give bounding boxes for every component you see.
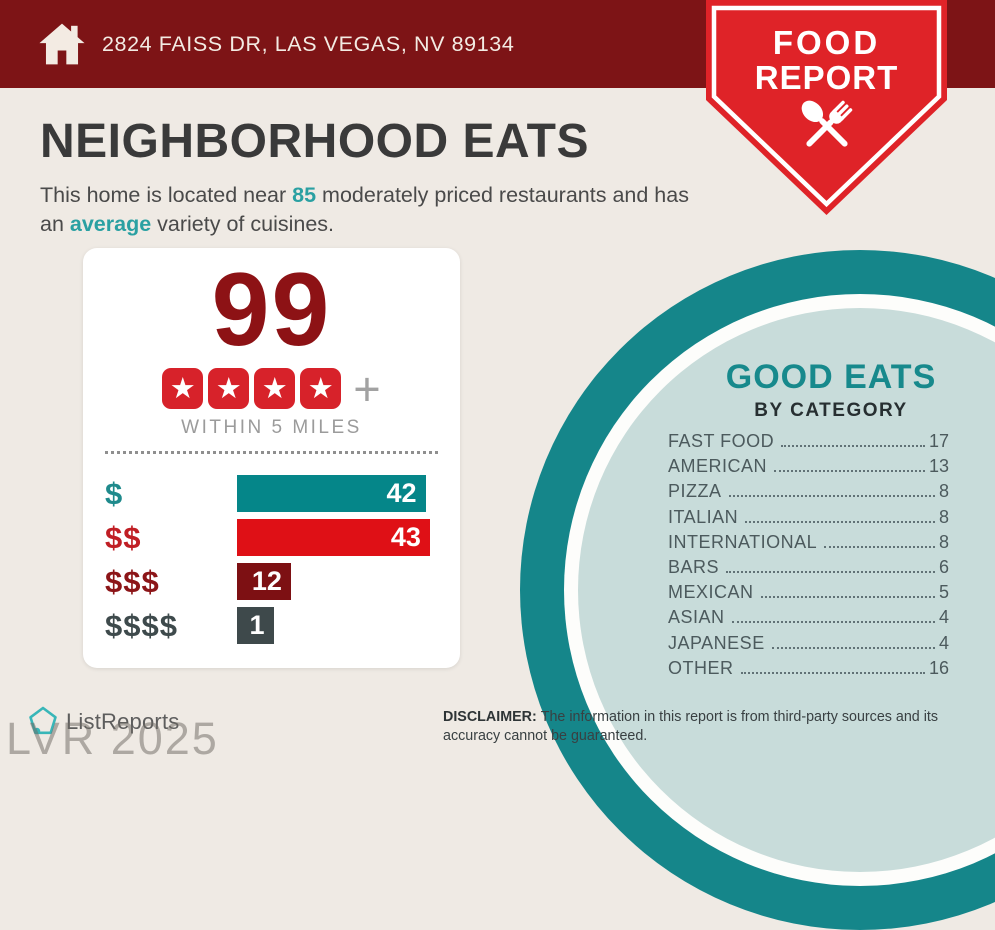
restaurant-count: 85 <box>292 183 317 207</box>
bar-value: 12 <box>251 566 282 596</box>
disclaimer: DISCLAIMER: The information in this repor… <box>443 708 965 747</box>
category-label: OTHER <box>668 657 734 678</box>
category-label: PIZZA <box>668 481 722 502</box>
spoon-fork-icon <box>801 100 852 147</box>
ribbon-title-line1: FOOD <box>772 24 881 61</box>
list-item: AMERICAN 13 <box>668 456 949 481</box>
good-eats-title: GOOD EATS <box>725 358 937 396</box>
category-value: 17 <box>928 431 949 451</box>
home-icon <box>39 23 85 65</box>
bar-track: 12 <box>237 563 438 600</box>
category-label: JAPANESE <box>668 632 765 653</box>
good-eats-subtitle: BY CATEGORY <box>754 400 908 421</box>
disclaimer-label: DISCLAIMER: <box>443 709 537 725</box>
list-item: PIZZA 8 <box>668 481 949 506</box>
dot-leader <box>774 470 925 473</box>
list-item: BARS 6 <box>668 557 949 582</box>
list-item: FAST FOOD 17 <box>668 431 949 456</box>
list-item: ASIAN 4 <box>668 607 949 632</box>
food-report-ribbon: FOOD REPORT <box>706 0 947 215</box>
category-value: 16 <box>928 657 949 678</box>
star-icon: ★ <box>300 368 342 409</box>
price-tier-row: $$$ 12 <box>105 563 438 600</box>
dot-leader <box>771 646 935 649</box>
dot-leader <box>740 671 925 674</box>
score-card: 99 ★ ★ ★ ★ + WITHIN 5 MILES $ 42 $$ 43 <box>83 248 460 668</box>
dot-leader <box>781 445 925 447</box>
category-value: 4 <box>938 632 949 653</box>
subtitle-text-post: variety of cuisines. <box>151 212 335 237</box>
price-tier-label: $$ <box>105 519 142 555</box>
category-label: FAST FOOD <box>668 431 775 451</box>
pentagon-logo-icon <box>29 706 57 735</box>
dotted-divider <box>105 451 438 454</box>
bar-value: 1 <box>249 610 265 640</box>
disclaimer-text: The information in this report is from t… <box>443 709 939 745</box>
plus-sign: + <box>353 362 381 415</box>
price-tier-label: $$$ <box>105 563 160 599</box>
bar-track: 43 <box>237 519 438 556</box>
bar-track: 1 <box>237 607 438 644</box>
restaurant-score: 99 <box>211 252 332 368</box>
ribbon-banner-shape <box>706 0 947 215</box>
price-tier-bar: 1 <box>237 607 274 644</box>
price-tier-bar: 12 <box>237 563 291 600</box>
category-value: 13 <box>928 456 949 477</box>
list-item: MEXICAN 5 <box>668 582 949 607</box>
price-tier-label: $ <box>105 475 124 511</box>
good-eats-heading: GOOD EATS BY CATEGORY <box>691 358 971 422</box>
bar-track: 42 <box>237 475 438 512</box>
ribbon-title-line2: REPORT <box>754 59 899 96</box>
category-label: AMERICAN <box>668 456 768 477</box>
listreports-logo: ListReports <box>28 705 179 738</box>
category-value: 5 <box>938 582 949 603</box>
dot-leader <box>726 570 935 573</box>
category-label: BARS <box>668 556 720 577</box>
category-value: 8 <box>938 531 949 552</box>
price-tier-row: $$ 43 <box>105 519 438 556</box>
list-item: JAPANESE 4 <box>668 633 949 658</box>
dot-leader <box>745 520 935 523</box>
price-tier-row: $$$$ 1 <box>105 607 438 644</box>
ribbon-title: FOOD REPORT <box>706 24 947 97</box>
list-item: INTERNATIONAL 8 <box>668 532 949 557</box>
category-value: 8 <box>938 481 949 502</box>
radius-caption: WITHIN 5 MILES <box>181 417 362 438</box>
price-tier-bar: 42 <box>237 475 426 512</box>
category-value: 4 <box>938 607 949 628</box>
star-icon: ★ <box>254 368 296 409</box>
subtitle-text-mid: moderately priced restaurants and has an <box>40 183 689 237</box>
category-label: MEXICAN <box>668 582 754 603</box>
brand-name: ListReports <box>66 708 180 734</box>
bar-value: 42 <box>386 478 417 508</box>
price-tier-bar: 43 <box>237 519 430 556</box>
category-value: 6 <box>938 556 949 577</box>
category-label: ASIAN <box>668 607 725 628</box>
price-tier-chart: $ 42 $$ 43 $$$ 12 $$$$ <box>105 475 438 651</box>
property-address: 2824 FAISS DR, LAS VEGAS, NV 89134 <box>102 31 515 56</box>
category-label: ITALIAN <box>668 506 739 527</box>
price-tier-row: $ 42 <box>105 475 438 512</box>
category-list: FAST FOOD 17 AMERICAN 13 PIZZA 8 ITALIAN 8 I… <box>668 431 949 683</box>
variety-highlight: average <box>69 212 152 237</box>
price-tier-label: $$$$ <box>105 607 178 643</box>
category-label: INTERNATIONAL <box>668 531 818 552</box>
star-icon: ★ <box>162 368 204 409</box>
intro-subtitle: This home is located near 85 moderately … <box>40 181 708 239</box>
category-value: 8 <box>938 506 949 527</box>
dot-leader <box>731 621 935 624</box>
page-title: NEIGHBORHOOD EATS <box>40 115 589 168</box>
star-icon: ★ <box>208 368 250 409</box>
dot-leader <box>824 545 935 548</box>
dot-leader <box>760 596 935 599</box>
list-item: OTHER 16 <box>668 658 949 683</box>
watermark: LVR 2025 <box>6 713 219 764</box>
bar-value: 43 <box>390 522 421 552</box>
subtitle-text-pre: This home is located near <box>40 183 293 207</box>
list-item: ITALIAN 8 <box>668 507 949 532</box>
star-rating: ★ ★ ★ ★ + <box>83 362 460 415</box>
dot-leader <box>728 495 935 498</box>
